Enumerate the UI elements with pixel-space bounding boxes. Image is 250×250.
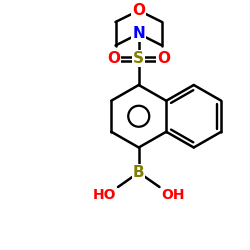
Text: HO: HO — [93, 188, 117, 202]
Text: N: N — [132, 26, 145, 41]
Text: B: B — [133, 165, 144, 180]
Text: O: O — [107, 51, 120, 66]
Text: O: O — [132, 3, 145, 18]
Text: OH: OH — [161, 188, 184, 202]
Text: S: S — [133, 51, 144, 66]
Text: O: O — [157, 51, 170, 66]
